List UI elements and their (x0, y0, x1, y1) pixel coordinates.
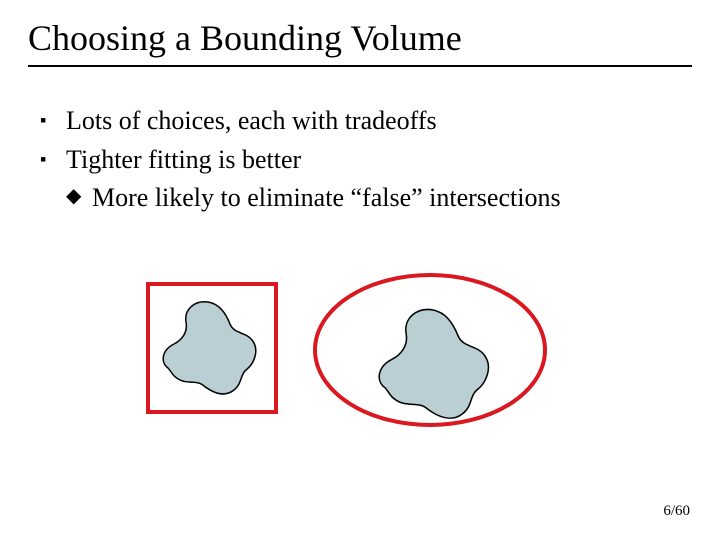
diamond-bullet-icon: ◆ (66, 180, 92, 212)
blob-shape-left (163, 302, 256, 394)
square-bullet-icon: ▪ (40, 103, 66, 137)
bullet-text: Lots of choices, each with tradeoffs (66, 103, 437, 139)
sub-bullet-item: ◆ More likely to eliminate “false” inter… (66, 180, 692, 216)
bounding-volume-diagram (130, 270, 570, 440)
slide: Choosing a Bounding Volume ▪ Lots of cho… (0, 0, 720, 540)
blob-shape-right (379, 309, 488, 418)
bullet-item: ▪ Tighter fitting is better (40, 142, 692, 178)
bullet-item: ▪ Lots of choices, each with tradeoffs (40, 103, 692, 139)
slide-title: Choosing a Bounding Volume (28, 18, 692, 59)
page-number: 6/60 (663, 503, 690, 520)
title-divider (28, 65, 692, 67)
square-bullet-icon: ▪ (40, 142, 66, 176)
bullet-text: More likely to eliminate “false” interse… (92, 180, 561, 216)
bullet-text: Tighter fitting is better (66, 142, 301, 178)
slide-content: ▪ Lots of choices, each with tradeoffs ▪… (28, 103, 692, 216)
